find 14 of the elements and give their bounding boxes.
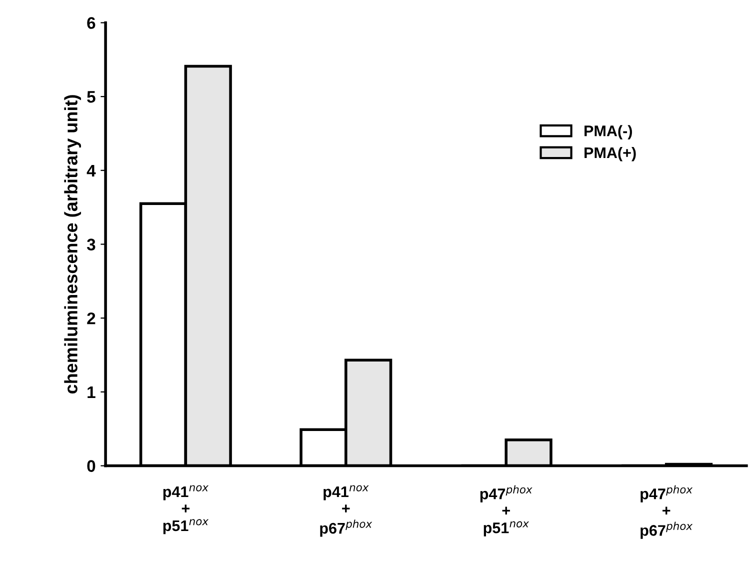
y-tick-label: 5 [87, 91, 96, 103]
legend-label: PMA(+) [584, 146, 636, 162]
y-tick-label: 6 [87, 17, 96, 29]
y-tick-label: 3 [86, 238, 96, 250]
y-tick-label: 2 [87, 312, 96, 324]
y-tick-label: 4 [86, 164, 96, 176]
category-label: p41$^{nox}$ + p51$^{nox}$ [163, 485, 209, 534]
y-tick-label: 0 [87, 460, 96, 472]
y-tick-label: 1 [88, 386, 96, 398]
category-label: p41$^{nox}$ + p67$^{phox}$ [320, 485, 372, 537]
x-tick-label: p47$^{phox}$ + p51$^{nox}$ [480, 485, 532, 536]
legend-label: PMA(-) [584, 125, 632, 140]
x-tick-label: p47$^{phox}$ + p67$^{phox}$ [640, 485, 693, 539]
y-axis-title: chemiluminescence (arbitrary unit) [64, 95, 82, 394]
